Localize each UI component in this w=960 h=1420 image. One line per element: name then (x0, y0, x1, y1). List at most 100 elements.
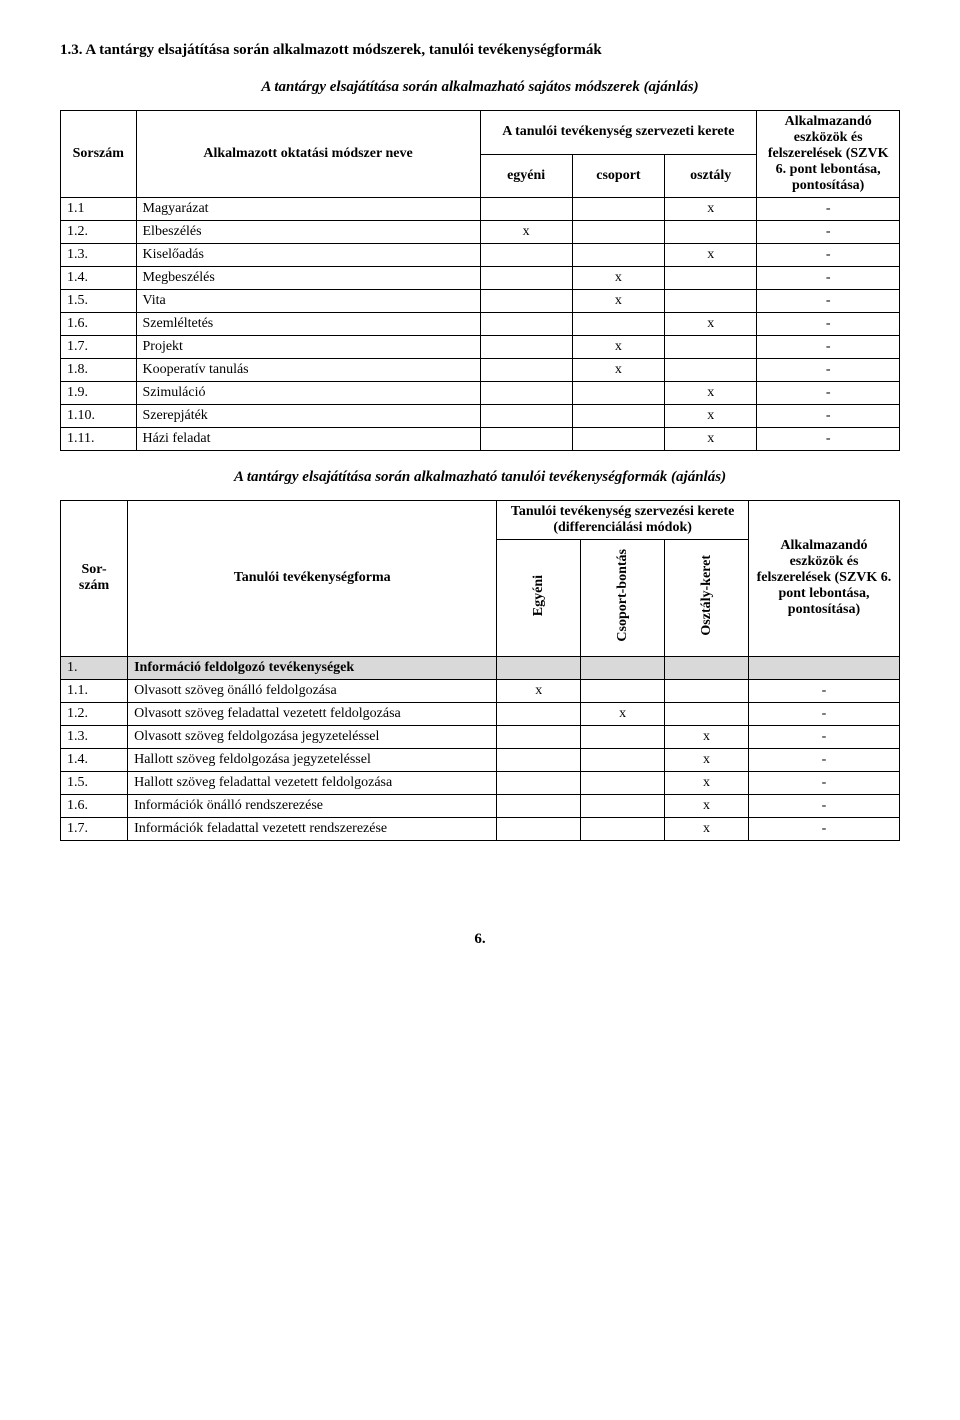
cell-name: Hallott szöveg feldolgozása jegyzeteléss… (128, 748, 497, 771)
cell-t: - (757, 359, 900, 382)
cell-t: - (748, 748, 899, 771)
table-row: 1.9.Szimuláció x- (61, 382, 900, 405)
cell-name: Olvasott szöveg feladattal vezetett feld… (128, 702, 497, 725)
cell-o: x (665, 725, 749, 748)
th-egyeni: egyéni (480, 154, 572, 198)
cell-name: Szimuláció (136, 382, 480, 405)
table-row: 1.5.Hallott szöveg feladattal vezetett f… (61, 771, 900, 794)
cell-num: 1.3. (61, 725, 128, 748)
table-row: 1.4.Megbeszélésx- (61, 267, 900, 290)
cell-c: x (572, 290, 664, 313)
cell-o: x (665, 313, 757, 336)
table-row: 1.3.Olvasott szöveg feldolgozása jegyzet… (61, 725, 900, 748)
cell-o: x (665, 198, 757, 221)
activities-table: Sor-szám Tanulói tevékenységforma Tanuló… (60, 500, 900, 841)
cell-o: x (665, 405, 757, 428)
cell-num: 1.1 (61, 198, 137, 221)
cell-num: 1.9. (61, 382, 137, 405)
cell-t: - (757, 290, 900, 313)
cell-c: x (572, 336, 664, 359)
table-row: 1.5.Vitax- (61, 290, 900, 313)
cell-num: 1.4. (61, 267, 137, 290)
cell-name: Információk feladattal vezetett rendszer… (128, 817, 497, 840)
cell-o (665, 679, 749, 702)
cell-c (572, 313, 664, 336)
th2-top: Tanulói tevékenység szervezési kerete (d… (497, 501, 749, 540)
cell-t: - (748, 679, 899, 702)
cell-e (480, 244, 572, 267)
th2-tools: Alkalmazandó eszközök és felszerelések (… (748, 501, 899, 657)
th2-osztaly: Osztály-keret (665, 540, 749, 657)
cell-t: - (748, 817, 899, 840)
table-row: 1.7.Projektx- (61, 336, 900, 359)
cell-name: Magyarázat (136, 198, 480, 221)
cell-name: Vita (136, 290, 480, 313)
cell-name: Kiselőadás (136, 244, 480, 267)
cell-t: - (757, 336, 900, 359)
table-row: 1.8.Kooperatív tanulás x - (61, 359, 900, 382)
cell-o: x (665, 428, 757, 451)
cell-t: - (757, 221, 900, 244)
cell-num: 1.7. (61, 817, 128, 840)
cell-num: 1.11. (61, 428, 137, 451)
cell-c (572, 382, 664, 405)
cell-c (581, 771, 665, 794)
page-number: 6. (60, 931, 900, 948)
cell-name: Elbeszélés (136, 221, 480, 244)
cell-num: 1.4. (61, 748, 128, 771)
cell-num: 1.8. (61, 359, 137, 382)
cell-name: Szemléltetés (136, 313, 480, 336)
cell-t: - (757, 244, 900, 267)
table-row: 1.1.Olvasott szöveg önálló feldolgozásax… (61, 679, 900, 702)
cell-e (497, 725, 581, 748)
cell-e (497, 771, 581, 794)
cell-t: - (757, 313, 900, 336)
cell-e (497, 817, 581, 840)
cell-name: Megbeszélés (136, 267, 480, 290)
cell-t: - (757, 405, 900, 428)
cell-e (480, 428, 572, 451)
cell-num: 1.2. (61, 221, 137, 244)
cell-e (497, 748, 581, 771)
cell-num: 1.7. (61, 336, 137, 359)
th2-form: Tanulói tevékenységforma (128, 501, 497, 657)
cell-t (748, 656, 899, 679)
cell-t: - (757, 267, 900, 290)
cell-num: 1.1. (61, 679, 128, 702)
cell-c (581, 748, 665, 771)
cell-c: x (572, 359, 664, 382)
table-row: 1.2.Olvasott szöveg feladattal vezetett … (61, 702, 900, 725)
cell-o (665, 359, 757, 382)
cell-c (581, 794, 665, 817)
th2-egyeni: Egyéni (497, 540, 581, 657)
cell-e: x (497, 679, 581, 702)
cell-e (480, 313, 572, 336)
cell-o (665, 290, 757, 313)
cell-name: Információk önálló rendszerezése (128, 794, 497, 817)
cell-num: 1.10. (61, 405, 137, 428)
cell-o: x (665, 794, 749, 817)
cell-e (480, 290, 572, 313)
cell-num: 1.3. (61, 244, 137, 267)
cell-e (480, 336, 572, 359)
cell-num: 1.2. (61, 702, 128, 725)
cell-t: - (757, 428, 900, 451)
cell-name: Információ feldolgozó tevékenységek (128, 656, 497, 679)
cell-name: Kooperatív tanulás (136, 359, 480, 382)
cell-e (480, 382, 572, 405)
table-row: 1.7.Információk feladattal vezetett rend… (61, 817, 900, 840)
cell-c (572, 221, 664, 244)
table-row: 1.6.Információk önálló rendszerezésex- (61, 794, 900, 817)
cell-t: - (757, 382, 900, 405)
cell-e (497, 794, 581, 817)
th-num: Sorszám (61, 111, 137, 198)
cell-o: x (665, 382, 757, 405)
methods-table: Sorszám Alkalmazott oktatási módszer nev… (60, 110, 900, 451)
table-row: 1.6.Szemléltetésx- (61, 313, 900, 336)
cell-o: x (665, 748, 749, 771)
th-osztaly: osztály (665, 154, 757, 198)
table-row: 1.1Magyarázatx- (61, 198, 900, 221)
cell-c (581, 679, 665, 702)
cell-o: x (665, 817, 749, 840)
section-heading: 1.3. A tantárgy elsajátítása során alkal… (60, 40, 900, 61)
